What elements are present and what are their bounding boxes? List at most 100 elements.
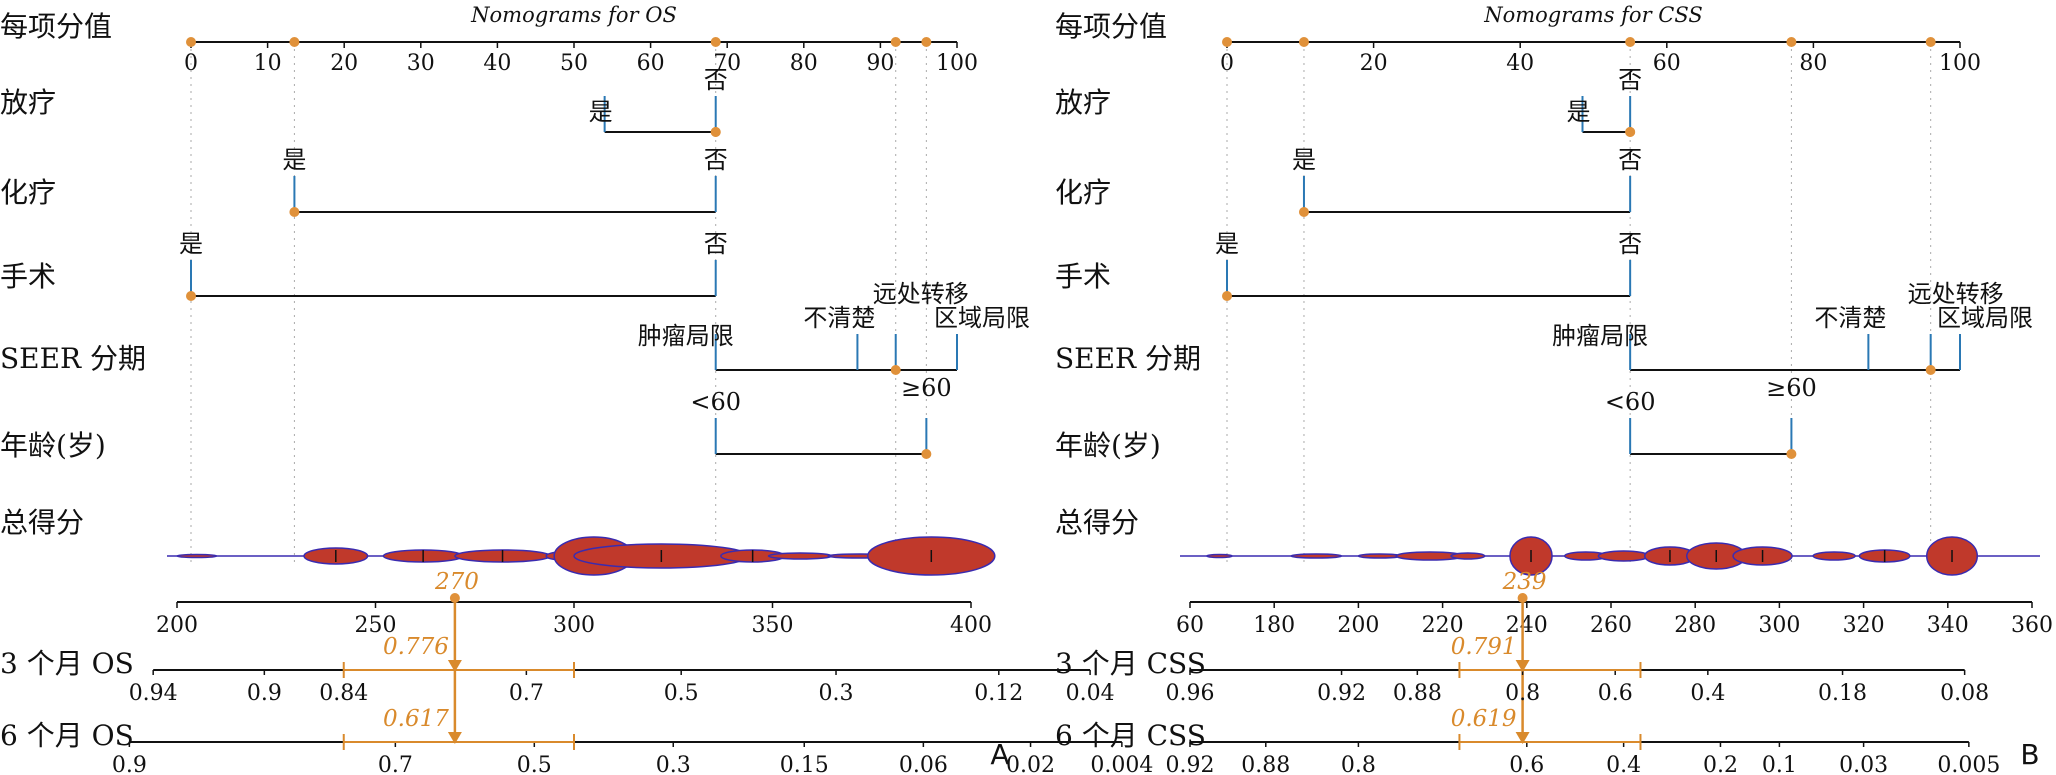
predictor-level-label: 否 [1618,66,1642,94]
predictor-label: 手术 [1055,260,1111,293]
predictor-level-label: 否 [704,230,728,258]
outcome-axis-tick-label: 0.3 [656,753,691,775]
points-axis-marker [710,37,721,47]
points-axis-label: 每项分值 [1055,10,1167,43]
predictor-level-label: 肿瘤局限 [638,322,734,350]
total-points-label: 总得分 [0,506,84,539]
total-points-tick-label: 280 [1674,613,1716,638]
outcome-axis-tick-label: 0.4 [1606,753,1641,775]
points-axis-marker [1925,37,1936,47]
predictor-level-label: 不清楚 [1814,304,1886,332]
selected-total-label: 239 [1502,569,1547,595]
total-points-tick-label: 400 [950,613,992,638]
selected-level-marker [186,291,196,301]
chart-title: Nomograms for CSS [1483,3,1703,27]
predictor-label: SEER 分期 [0,342,146,375]
predictor-label: SEER 分期 [1055,342,1201,375]
total-points-tick-label: 320 [1843,613,1885,638]
predictor-level-label: ≥60 [901,374,952,402]
total-points-tick-label: 200 [156,613,198,638]
points-axis-marker [289,37,300,47]
outcome-axis-tick-label: 0.4 [1690,681,1725,706]
outcome-axis-tick-label: 0.9 [112,753,147,775]
outcome-axis-tick-label: 0.08 [1940,681,1989,706]
predictor-label: 化疗 [0,176,56,209]
outcome-axis-tick-label: 0.9 [247,681,282,706]
predictor-level-label: 区域局限 [934,304,1030,332]
predictor-level-label: 是 [1292,146,1316,174]
outcome-axis-tick-label: 0.88 [1393,681,1442,706]
predictor-level-label: 远处转移 [873,280,969,308]
predictor-level-label: 远处转移 [1908,280,2004,308]
total-points-tick-label: 360 [2011,613,2053,638]
total-points-tick-label: 300 [1758,613,1800,638]
selected-level-marker [890,365,901,375]
panel-letter: B [2020,738,2039,771]
outcome-axis-tick-label: 0.02 [1006,753,1055,775]
panel-letter: A [990,738,1009,771]
outcome-axis-tick-label: 0.96 [1166,681,1215,706]
points-axis-tick-label: 30 [407,51,435,76]
outcome-axis-tick-label: 0.03 [1839,753,1888,775]
outcome-axis-tick-label: 0.3 [819,681,854,706]
selected-level-marker [1222,291,1232,301]
predicted-probability-label: 0.619 [1451,706,1517,732]
predictor-level-label: 是 [589,98,613,126]
prediction-arrow [1515,660,1530,672]
outcome-axis-tick-label: 0.005 [1937,753,2000,775]
outcome-axis-tick-label: 0.5 [664,681,699,706]
points-axis-tick-label: 100 [1939,51,1981,76]
points-axis-marker [1298,37,1309,47]
points-axis-marker [1625,37,1636,47]
prediction-arrow [447,660,462,672]
predictor-level-label: 是 [282,146,306,174]
selected-level-marker [1925,365,1936,375]
violin-blob [1450,552,1486,560]
points-axis-tick-label: 90 [866,51,894,76]
total-points-tick-label: 250 [355,613,397,638]
outcome-axis-tick-label: 0.004 [1090,753,1153,775]
total-points-label: 总得分 [1055,506,1139,539]
predicted-probability-label: 0.776 [383,634,449,660]
outcome-axis-tick-label: 0.06 [899,753,948,775]
outcome-axis-tick-label: 0.5 [517,753,552,775]
outcome-axis-tick-label: 0.88 [1241,753,1290,775]
predicted-probability-label: 0.791 [1451,634,1517,660]
outcome-axis-tick-label: 0.84 [319,681,368,706]
violin-blob [176,553,218,559]
outcome-axis-tick-label: 0.94 [129,681,178,706]
outcome-axis-tick-label: 0.8 [1505,681,1540,706]
points-axis-tick-label: 80 [790,51,818,76]
predictor-level-label: 肿瘤局限 [1552,322,1648,350]
outcome-axis-label: 6 个月 OS [0,719,134,752]
selected-level-marker [1298,207,1309,217]
predictor-level-label: <60 [690,388,741,416]
points-axis-tick-label: 70 [713,51,741,76]
points-axis-tick-label: 40 [1506,51,1534,76]
violin-blob [1290,553,1343,559]
points-axis-tick-label: 100 [936,51,978,76]
total-points-tick-label: 350 [752,613,794,638]
total-points-tick-label: 60 [1176,613,1204,638]
violin-blob [1357,553,1402,559]
violin-blob [1812,551,1856,561]
points-axis-tick-label: 60 [637,51,665,76]
selected-level-marker [1786,449,1797,459]
selected-level-marker [289,207,300,217]
total-points-tick-label: 220 [1422,613,1464,638]
points-axis-tick-label: 80 [1799,51,1827,76]
points-axis-marker [921,37,932,47]
predictor-level-label: 否 [704,66,728,94]
predictor-level-label: <60 [1605,388,1656,416]
outcome-axis-tick-label: 0.92 [1317,681,1366,706]
outcome-axis-tick-label: 0.12 [974,681,1023,706]
predictor-level-label: 否 [1618,146,1642,174]
selected-level-marker [710,127,721,137]
outcome-axis-tick-label: 0.04 [1066,681,1115,706]
total-points-tick-label: 180 [1253,613,1295,638]
total-points-tick-label: 200 [1337,613,1379,638]
selected-total-marker [449,593,460,603]
selected-total-marker [1517,593,1528,603]
outcome-axis-tick-label: 0.92 [1166,753,1215,775]
